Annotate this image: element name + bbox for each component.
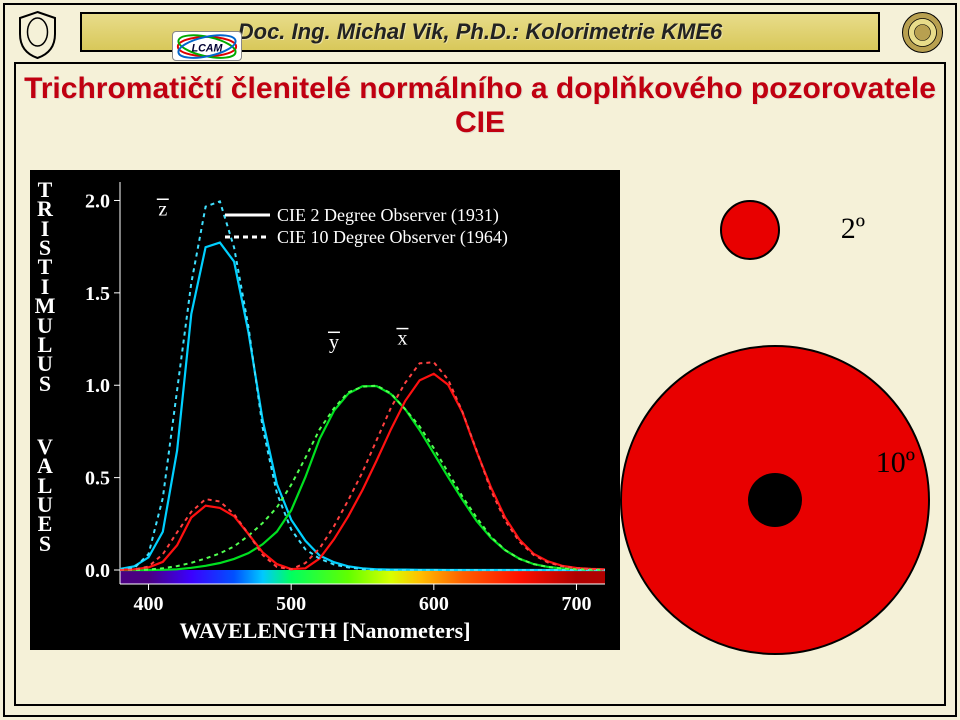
svg-text:y: y <box>329 331 339 353</box>
lcam-text: LCAM <box>192 42 224 54</box>
cmf-chart: TRISTIMULUS VALUES 0.0 0.5 1.0 1.5 2.0 400 500… <box>30 170 620 650</box>
svg-text:2.0: 2.0 <box>85 190 110 212</box>
lcam-logo-icon: LCAM <box>172 31 242 61</box>
x-axis-label: WAVELENGTH [Nanometers] <box>30 618 620 644</box>
shield-icon <box>15 10 60 60</box>
observer-10deg-label: 10º <box>876 446 915 480</box>
svg-text:z: z <box>158 198 167 220</box>
svg-text:x: x <box>397 328 407 350</box>
svg-text:1.5: 1.5 <box>85 283 110 305</box>
header-bar: LCAM Doc. Ing. Michal Vik, Ph.D.: Kolori… <box>80 12 880 52</box>
slide-title: Trichromatičtí členitelé normálního a do… <box>0 72 960 140</box>
header-title: Doc. Ing. Michal Vik, Ph.D.: Kolorimetri… <box>238 19 722 45</box>
observer-2deg-circle <box>720 200 780 260</box>
svg-text:600: 600 <box>419 593 449 615</box>
svg-text:0.5: 0.5 <box>85 468 110 490</box>
svg-text:CIE 2 Degree Observer (1931): CIE 2 Degree Observer (1931) <box>277 205 499 226</box>
observer-10deg-inner-circle <box>748 473 802 527</box>
svg-text:0.0: 0.0 <box>85 560 110 582</box>
svg-text:500: 500 <box>276 593 306 615</box>
svg-text:CIE 10 Degree Observer (1964): CIE 10 Degree Observer (1964) <box>277 227 508 248</box>
svg-text:1.0: 1.0 <box>85 375 110 397</box>
svg-text:400: 400 <box>134 593 164 615</box>
svg-text:700: 700 <box>561 593 591 615</box>
y-axis-label: TRISTIMULUS VALUES <box>30 180 62 553</box>
university-badge-icon <box>900 10 945 55</box>
observer-10deg-circle <box>620 345 930 655</box>
observer-2deg-label: 2º <box>841 212 865 246</box>
